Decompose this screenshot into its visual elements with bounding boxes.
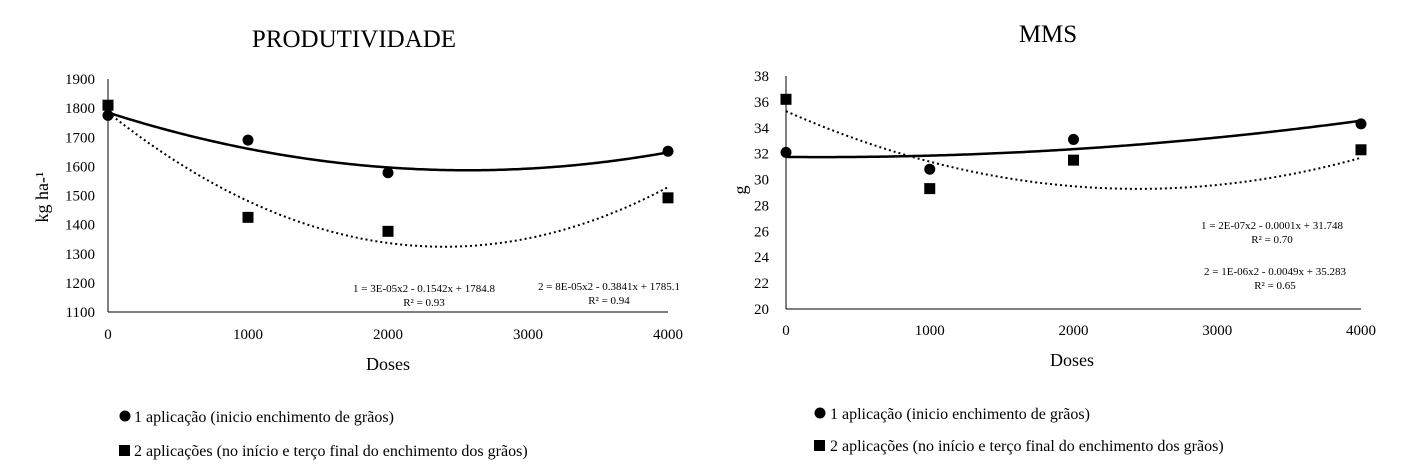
- y-tick-label: 30: [754, 173, 769, 189]
- x-tick-label: 1000: [915, 323, 945, 339]
- y-tick-label: 1900: [65, 72, 95, 88]
- legend-label-1: 1 aplicação (inicio enchimento de grãos): [830, 406, 1090, 423]
- y-tick-label: 1100: [66, 305, 95, 321]
- equation-series-2: 2 = 8E-05x2 - 0.3841x + 1785.1: [538, 281, 680, 293]
- equation-series-2: 2 = 1E-06x2 - 0.0049x + 35.283: [1204, 266, 1346, 278]
- x-tick-label: 0: [104, 327, 112, 343]
- x-tick-label: 2000: [373, 327, 403, 343]
- legend-label-1: 1 aplicação (inicio enchimento de grãos): [134, 409, 394, 426]
- y-axis-title: kg ha-¹: [32, 172, 52, 223]
- r2-series-2: R² = 0.65: [1254, 280, 1296, 292]
- r2-series-1: R² = 0.93: [403, 297, 445, 309]
- data-point-series-2: [924, 183, 936, 195]
- chart-produtividade: PRODUTIVIDADE Doses kg ha-¹ 1 = 3E-05x2 …: [32, 26, 683, 374]
- data-point-series-2: [662, 192, 674, 204]
- data-point-series-1: [382, 167, 394, 179]
- x-axis-title: Doses: [1050, 350, 1094, 370]
- y-tick-label: 1600: [65, 159, 95, 175]
- x-tick-label: 1000: [233, 327, 263, 343]
- y-tick-label: 26: [754, 224, 770, 240]
- legend-square-marker: [119, 445, 130, 456]
- data-point-series-2: [102, 99, 114, 111]
- x-tick-label: 4000: [1346, 323, 1376, 339]
- legend-right: 1 aplicação (inicio enchimento de grãos)…: [814, 406, 1224, 455]
- chart-mms: MMS Doses g 1 = 2E-07x2 - 0.0001x + 31.7…: [730, 21, 1376, 370]
- y-tick-label: 20: [754, 302, 769, 318]
- data-point-series-2: [1355, 144, 1367, 156]
- y-tick-label: 1300: [65, 247, 95, 263]
- r2-series-1: R² = 0.70: [1251, 234, 1293, 246]
- equation-series-1: 1 = 2E-07x2 - 0.0001x + 31.748: [1201, 220, 1343, 232]
- data-point-series-1: [242, 134, 254, 146]
- x-tick-label: 2000: [1059, 323, 1089, 339]
- data-point-series-2: [780, 93, 792, 105]
- x-tick-label: 3000: [1202, 323, 1232, 339]
- legend-label-2: 2 aplicações (no início e terço final do…: [134, 443, 528, 460]
- y-tick-label: 1400: [65, 218, 95, 234]
- chart-title: MMS: [1019, 21, 1077, 48]
- data-point-series-2: [1068, 154, 1079, 166]
- y-tick-label: 22: [754, 276, 769, 292]
- y-tick-label: 24: [754, 250, 770, 266]
- trendline-series-2: [785, 110, 1362, 190]
- equation-series-1: 1 = 3E-05x2 - 0.1542x + 1784.8: [353, 283, 495, 295]
- y-tick-label: 1200: [65, 276, 95, 292]
- y-tick-label: 36: [754, 95, 770, 111]
- data-point-series-1: [102, 109, 114, 121]
- data-point-series-1: [780, 146, 792, 158]
- x-axis-title: Doses: [366, 354, 410, 374]
- data-point-series-1: [924, 163, 936, 175]
- legend-circle-marker: [814, 407, 826, 419]
- y-axis-title: g: [730, 186, 750, 195]
- data-point-series-1: [1355, 118, 1367, 130]
- legend-square-marker: [814, 440, 825, 451]
- legend-circle-marker: [119, 410, 131, 422]
- legend-left: 1 aplicação (inicio enchimento de grãos)…: [119, 409, 528, 460]
- y-tick-label: 34: [754, 121, 770, 137]
- y-tick-label: 1500: [65, 189, 95, 205]
- data-point-series-2: [382, 225, 394, 237]
- x-tick-label: 3000: [513, 327, 543, 343]
- data-point-series-1: [662, 145, 674, 157]
- y-tick-label: 38: [754, 69, 769, 85]
- y-tick-label: 1800: [65, 101, 95, 117]
- r2-series-2: R² = 0.94: [588, 295, 630, 307]
- x-tick-label: 4000: [653, 327, 683, 343]
- data-point-series-2: [242, 211, 254, 223]
- chart-title: PRODUTIVIDADE: [252, 26, 456, 53]
- y-tick-label: 28: [754, 198, 769, 214]
- trendline-series-1: [107, 111, 669, 172]
- y-tick-label: 1700: [65, 130, 95, 146]
- x-tick-label: 0: [782, 323, 790, 339]
- y-tick-label: 32: [754, 147, 769, 163]
- data-point-series-1: [1068, 133, 1079, 145]
- trendline-series-1: [785, 119, 1362, 159]
- legend-label-2: 2 aplicações (no início e terço final do…: [830, 438, 1224, 455]
- trendline-series-2: [107, 111, 669, 248]
